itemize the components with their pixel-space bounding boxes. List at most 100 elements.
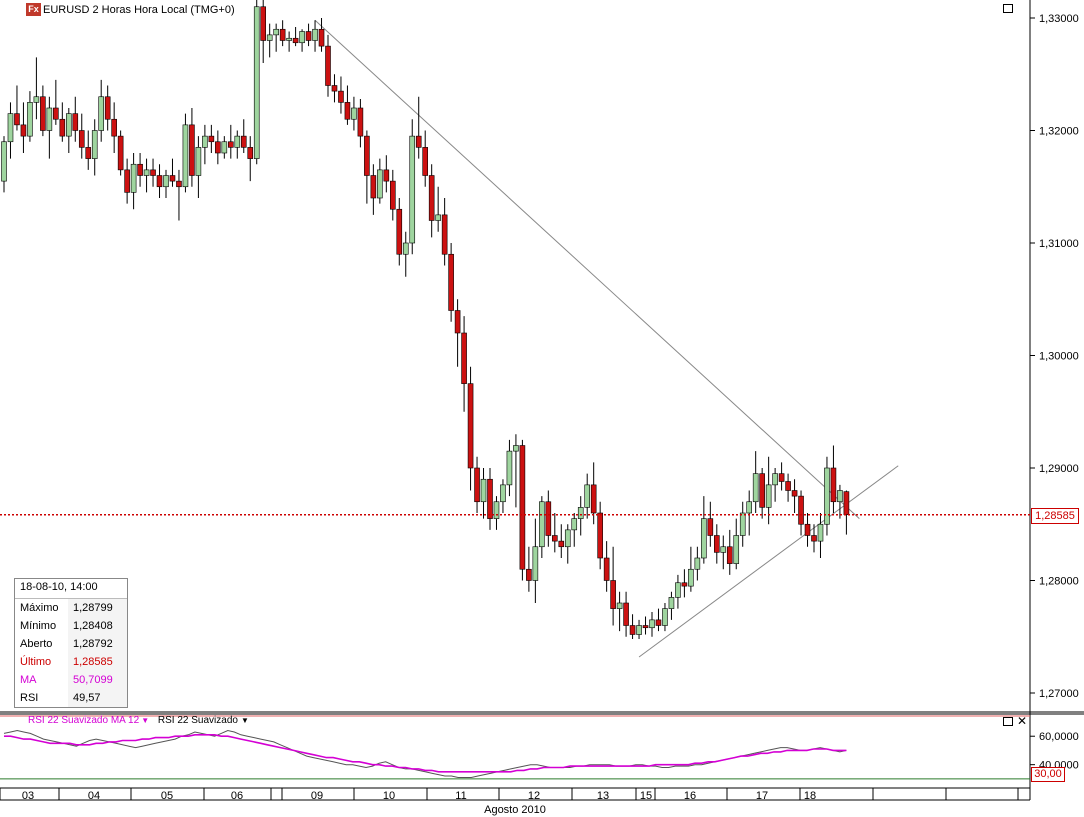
price-axis-ticks: 1,33000 1,32000 1,31000 1,30000 1,29000 1,280… [1030, 13, 1079, 700]
candle-bear [14, 113, 20, 126]
candle-bear [545, 501, 552, 536]
candle-bear [389, 180, 396, 210]
price-tick-label: 1,29000 [1039, 463, 1079, 475]
data-window-label: Mínimo [20, 620, 57, 632]
data-window-value: 1,28792 [68, 635, 127, 653]
candle-bull [266, 34, 273, 41]
trendline[interactable] [314, 19, 860, 519]
data-window-row: Aberto 1,28792 [15, 635, 127, 653]
candle-bear [461, 332, 467, 384]
month-label: Agosto 2010 [484, 804, 546, 816]
day-label: 15 [640, 790, 652, 802]
candle-bull [312, 28, 318, 41]
candle-bear [558, 540, 565, 548]
candle-bull [46, 107, 53, 131]
time-axis: 03 04 05 06 09 10 11 12 13 15 16 17 18 [0, 788, 1019, 802]
price-tick-label: 1,28000 [1039, 576, 1079, 588]
candle-bull [532, 546, 539, 581]
candle-bear [72, 113, 79, 131]
candle-bear [85, 147, 92, 159]
day-label: 11 [455, 790, 466, 802]
price-tick-label: 1,33000 [1039, 13, 1079, 25]
candle-bear [655, 619, 662, 626]
candle-bear [843, 491, 850, 515]
candle-bear [383, 169, 390, 182]
price-plot-area[interactable] [0, 0, 1030, 712]
candle-bear [623, 602, 629, 626]
candle-bull [286, 37, 292, 41]
candle-bear [150, 169, 156, 176]
candle-bull [130, 163, 137, 193]
candle-bear [338, 90, 344, 103]
candle-bull [91, 130, 98, 159]
candle-bull [539, 501, 545, 548]
candle-bull [577, 507, 584, 519]
candle-bull [701, 518, 707, 559]
maximize-icon[interactable] [1003, 4, 1013, 13]
data-window-value: 49,57 [68, 689, 127, 707]
close-icon[interactable]: ✕ [1017, 714, 1028, 728]
candle-bull [616, 602, 623, 609]
trendline[interactable] [638, 465, 899, 658]
candle-bear [610, 580, 616, 609]
candle-bull [221, 141, 228, 154]
chevron-down-icon[interactable]: ▼ [141, 716, 150, 725]
day-label: 05 [161, 790, 173, 802]
trendlines[interactable] [314, 19, 899, 658]
candle-bear [422, 147, 429, 176]
candle-bear [104, 96, 111, 120]
candle-bull [746, 501, 753, 514]
candles [1, 0, 850, 639]
candle-bull [273, 28, 279, 36]
candle-bull [299, 31, 305, 44]
candle-bull [649, 619, 655, 629]
candle-bear [325, 45, 331, 86]
candle-bear [215, 141, 221, 154]
rsi-legend-label[interactable]: RSI 22 Suavizado [157, 715, 238, 726]
candle-bear [778, 473, 785, 482]
candle-bear [603, 557, 610, 581]
rsi-maximize-icon[interactable] [1003, 717, 1013, 726]
data-window-label: Aberto [20, 638, 53, 650]
candle-bull [733, 535, 740, 564]
candle-bull [662, 608, 668, 626]
candle-bear [331, 85, 338, 92]
candle-bull [688, 568, 694, 587]
candle-bull [27, 102, 33, 137]
candle-bear [396, 208, 403, 255]
candle-bull [571, 518, 578, 531]
candle-bull [752, 473, 759, 503]
day-label: 06 [231, 790, 243, 802]
candle-bear [798, 495, 804, 525]
day-label: 18 [804, 790, 816, 802]
candle-bear [467, 383, 474, 469]
candle-bull [584, 484, 591, 508]
candle-bear [707, 518, 714, 536]
rsi-legend[interactable]: RSI 22 Suavizado MA 12 ▼ RSI 22 Suavizado… [28, 715, 249, 726]
candle-bear [357, 107, 364, 137]
day-label: 12 [528, 790, 540, 802]
candle-bull [7, 113, 14, 143]
candle-bear [590, 484, 597, 514]
candle-bear [759, 473, 765, 508]
candle-bear [240, 135, 247, 148]
candle-bear [176, 180, 182, 188]
candle-bull [480, 478, 487, 503]
candle-bear [551, 535, 558, 542]
candle-bear [279, 28, 286, 41]
candle-bear [364, 135, 370, 176]
candle-bull [143, 169, 150, 176]
data-window-value: 1,28585 [68, 653, 127, 671]
price-tick-label: 1,32000 [1039, 126, 1079, 138]
candle-bull [772, 473, 778, 486]
fx-logo: Fx [26, 3, 41, 16]
data-window-row: Último 1,28585 [15, 653, 127, 671]
rsi-ma-legend[interactable]: RSI 22 Suavizado MA 12 [28, 715, 140, 726]
candle-bull [98, 96, 104, 131]
candle-bull [817, 523, 824, 542]
candle-bear [474, 467, 480, 503]
rsi-pane[interactable] [0, 715, 1030, 780]
chevron-down-icon[interactable]: ▼ [240, 716, 249, 725]
